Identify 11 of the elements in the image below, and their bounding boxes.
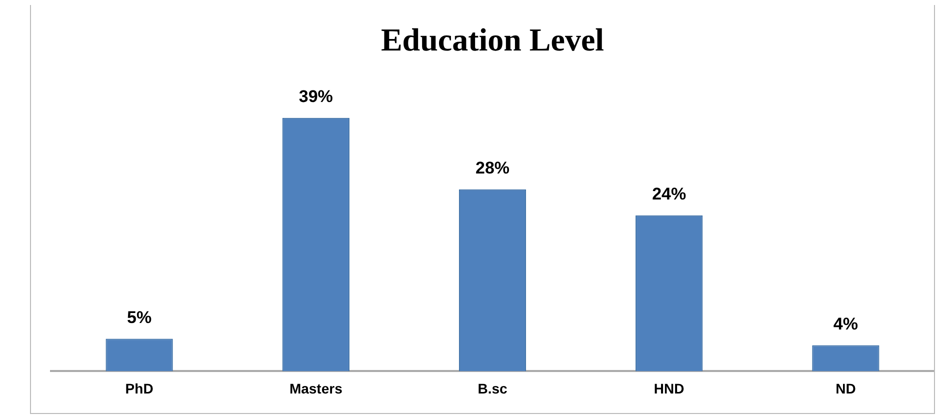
x-tick-label: Masters bbox=[289, 380, 343, 396]
data-label: 24% bbox=[652, 184, 686, 204]
chart-title: Education Level bbox=[380, 21, 604, 58]
x-tick-label: PhD bbox=[125, 380, 154, 396]
data-label: 4% bbox=[833, 314, 858, 334]
x-tick-label: B.sc bbox=[478, 380, 508, 396]
x-tick-label: HND bbox=[654, 380, 684, 396]
x-tick-label: ND bbox=[836, 380, 856, 396]
data-label: 28% bbox=[475, 158, 510, 178]
data-label: 39% bbox=[298, 87, 333, 106]
data-label: 5% bbox=[127, 308, 152, 327]
